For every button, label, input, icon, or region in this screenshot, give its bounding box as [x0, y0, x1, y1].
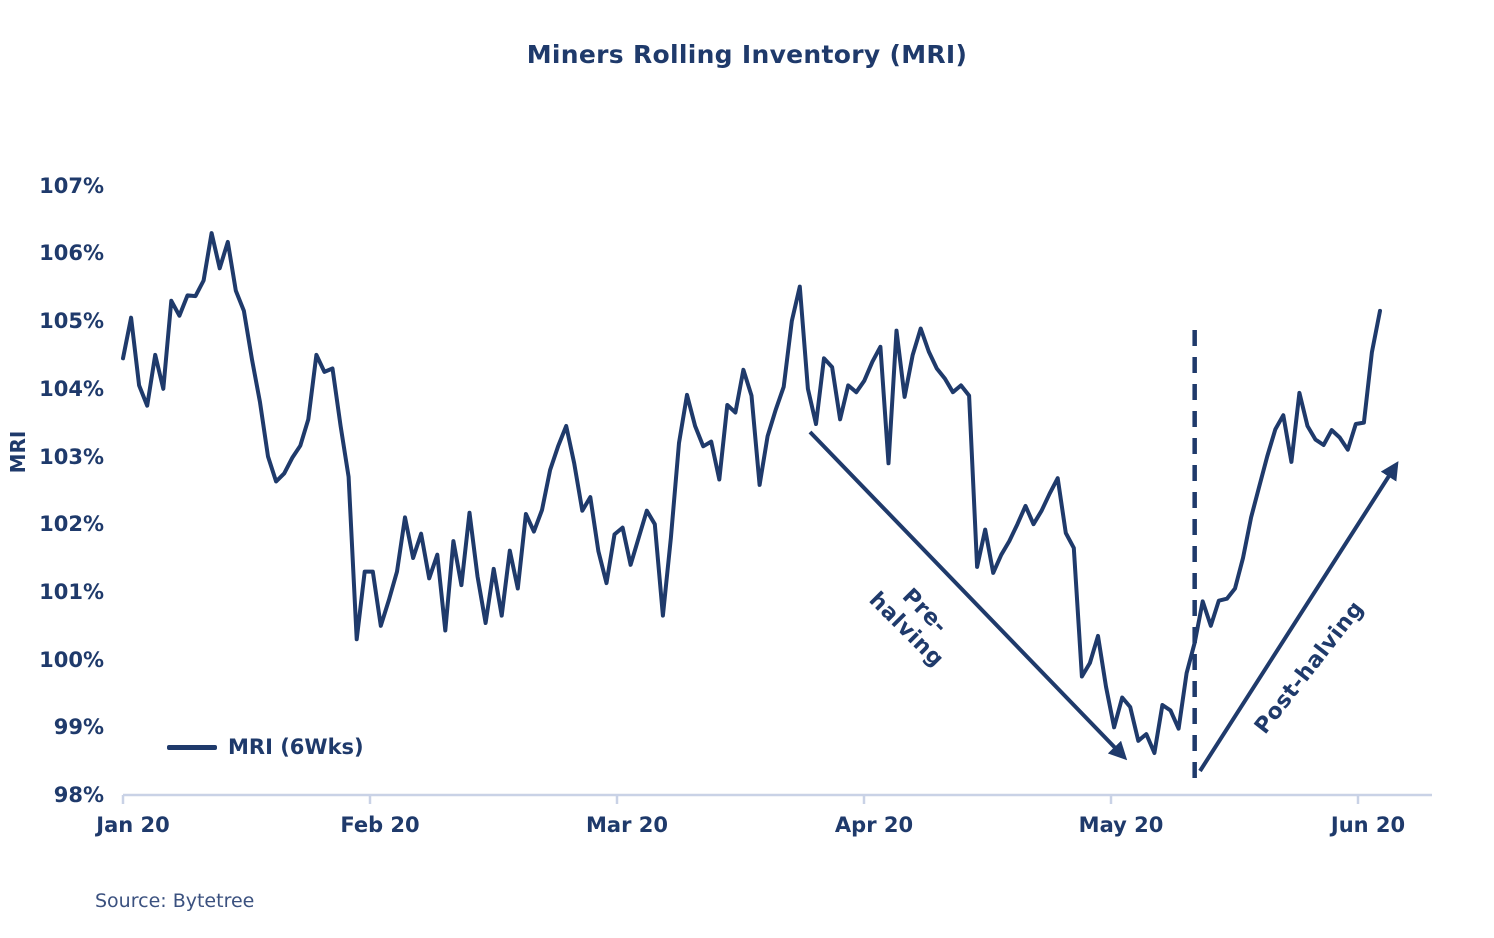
legend-line-swatch — [167, 744, 217, 750]
y-tick-label: 105% — [39, 309, 104, 334]
y-tick-label: 100% — [39, 647, 104, 672]
y-tick-label: 98% — [53, 783, 104, 807]
x-tick-label: May 20 — [1078, 813, 1164, 837]
x-tick-label: Jun 20 — [1330, 813, 1406, 837]
legend: MRI (6Wks) — [167, 734, 364, 760]
post-halving-arrow — [1198, 461, 1399, 773]
legend-series-label: MRI (6Wks) — [228, 735, 364, 759]
chart-title: Miners Rolling Inventory (MRI) — [526, 40, 968, 69]
x-tick-label: Mar 20 — [586, 813, 668, 837]
mri-series-line — [121, 231, 1382, 755]
source-note: Source: Bytetree — [95, 890, 255, 912]
x-tick-label: Feb 20 — [340, 813, 420, 837]
y-tick-label: 99% — [53, 715, 104, 740]
y-tick-label: 101% — [39, 579, 104, 604]
x-tick-label: Apr 20 — [834, 813, 914, 837]
y-tick-label: 103% — [39, 444, 104, 469]
y-tick-label: 107% — [39, 173, 104, 198]
y-tick-label: 102% — [39, 512, 104, 537]
x-tick-label: Jan 20 — [96, 813, 170, 837]
pre-halving-arrow — [808, 430, 1128, 761]
y-tick-label: 104% — [39, 376, 104, 401]
y-tick-label: 106% — [39, 241, 104, 266]
